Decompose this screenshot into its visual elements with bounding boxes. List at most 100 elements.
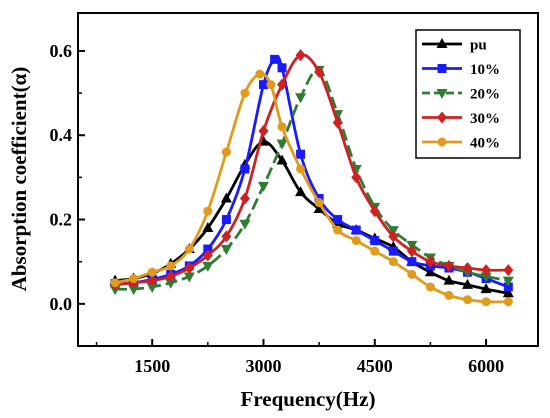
data-point [277,78,288,91]
y-axis-label: Absorption coefficient(α) [7,67,31,292]
data-point [444,290,454,300]
data-point [333,215,343,225]
data-point [276,139,288,150]
data-point [277,122,287,132]
data-point [503,264,514,277]
data-point [129,274,139,284]
data-point [202,261,214,272]
data-point [166,261,176,271]
axis-ticks: 1500 3000 4500 6000 0.0 0.2 0.4 0.6 [50,41,505,376]
y-tick-label: 0.2 [50,210,73,230]
data-point [314,198,324,208]
data-point [333,225,343,235]
data-point [220,245,232,256]
data-point [257,181,269,192]
plot-layer [109,49,514,307]
data-point [184,262,195,275]
data-point [110,278,120,288]
data-point [165,270,176,283]
data-point [388,230,399,243]
data-point [462,278,474,289]
legend-entry-4: 40% [422,136,500,152]
data-point [369,205,380,218]
data-point [370,246,380,256]
data-point [266,80,276,90]
data-point [313,203,325,214]
series-line-0 [114,140,509,295]
data-point [202,221,214,232]
data-point [480,272,492,283]
data-point [128,285,140,296]
data-point [370,236,380,246]
data-point [258,80,268,90]
data-point [202,249,213,262]
legend-label: 20% [470,87,500,103]
legend-marker [437,64,447,73]
data-point [296,149,306,159]
legend: pu 10% 20% 30% 40% [415,29,521,159]
data-point [240,88,250,98]
data-point [443,274,455,285]
x-tick-label: 6000 [468,356,504,376]
data-point [424,266,436,277]
data-point [221,230,232,243]
data-point [296,164,306,174]
data-point [295,93,307,104]
legend-marker [436,38,448,48]
data-point [295,49,306,62]
legend-entry-2: 20% [422,87,500,103]
legend-label: 10% [470,62,500,78]
data-point [221,147,231,157]
data-point [388,257,398,267]
data-point [332,116,343,129]
series-line-3 [114,53,509,287]
legend-marker [437,111,447,124]
data-point [351,225,361,235]
data-point [502,287,514,298]
data-point [203,206,213,216]
legend-label: 40% [470,136,500,152]
legend-label: pu [470,38,487,54]
data-point [258,125,269,138]
data-point [503,297,513,307]
data-point [240,164,250,174]
y-tick-label: 0.4 [50,125,73,145]
data-point [203,244,213,254]
data-point [220,192,232,203]
data-point [407,269,417,279]
plot-frame [77,12,539,347]
data-point [277,63,287,73]
series-4 [110,69,513,307]
y-tick-label: 0.0 [50,294,73,314]
data-point [480,283,492,294]
data-point [276,154,288,165]
legend-label: 30% [470,111,500,127]
data-point [462,262,473,275]
data-point [295,186,307,197]
x-tick-label: 4500 [357,356,393,376]
data-point [481,297,491,307]
data-point [184,244,194,254]
data-point [425,282,435,292]
legend-entry-0: pu [422,38,487,54]
data-point [502,276,514,287]
data-point [503,282,513,292]
legend-entry-1: 10% [422,62,500,78]
data-point [183,272,195,283]
x-axis-label: Frequency(Hz) [241,387,376,411]
data-point [388,246,398,256]
data-point [239,192,250,205]
data-point [314,66,325,79]
data-point [406,245,417,258]
x-tick-label: 1500 [134,356,170,376]
legend-marker [436,89,448,99]
data-point [255,69,265,79]
data-point [239,219,251,230]
y-tick-label: 0.6 [50,41,73,61]
data-point [270,54,280,64]
series-3 [110,49,514,291]
data-point [407,257,417,267]
data-point [165,278,177,289]
legend-box [415,29,521,159]
